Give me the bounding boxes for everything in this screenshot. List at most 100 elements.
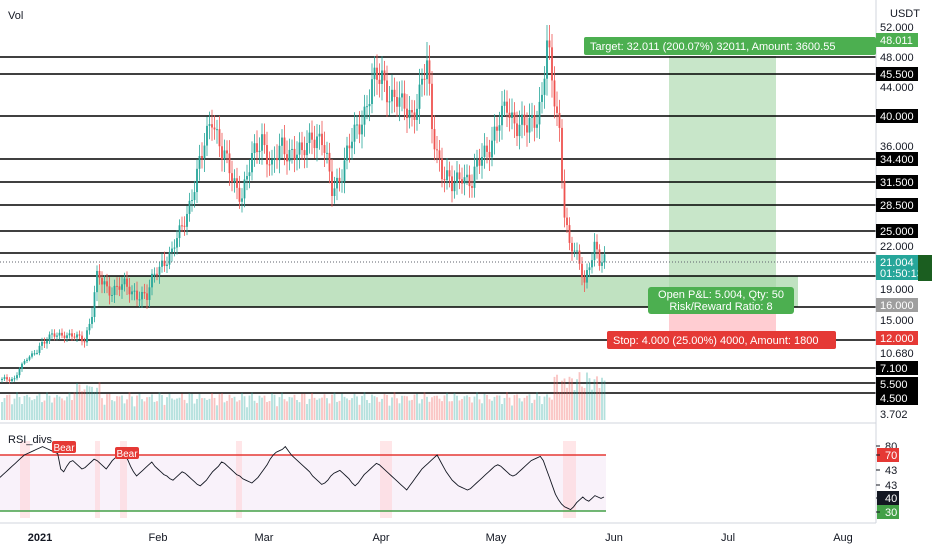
price-tag-stop: 12.000 [880,333,914,345]
pnl-label-box[interactable]: Open P&L: 5.004, Qty: 50 Risk/Reward Rat… [648,287,794,314]
price-tag [876,198,918,212]
month-label: Jul [721,532,735,544]
candle-body [316,136,318,149]
volume-bar [508,397,511,420]
price-tag-low_vol: 3.702 [880,409,908,421]
price-tag-target: 48.011 [880,35,913,47]
candle-body [101,277,103,285]
candle-body [336,177,338,189]
volume-bar [111,400,113,420]
candle-body [593,241,596,261]
price-tag [876,298,918,312]
candle-body [23,361,26,364]
volume-bar [368,402,371,420]
volume-bar [313,397,316,420]
risk-reward-text: Risk/Reward Ratio: 8 [669,301,772,313]
volume-bar [256,402,258,420]
candle-body [523,114,526,126]
month-label: Jun [605,532,623,544]
candle-body [591,260,593,268]
candle-body [351,141,353,149]
price-tag-entry: 16.000 [880,300,914,312]
volume-bar [276,406,278,420]
candle-body [181,225,183,227]
candle-body [413,112,416,120]
time-axis[interactable]: 2021 Feb Mar Apr May Jun Jul Aug [28,532,853,544]
candle-body [346,145,348,161]
volume-bar [358,404,361,420]
candle-body [431,83,433,130]
candle-body [446,170,448,181]
volume-bar [8,394,11,420]
candle-body [466,174,468,178]
candle-body [46,340,48,344]
volume-bar [41,402,43,420]
volume-bar [308,398,311,420]
candle-body [66,335,68,338]
candle-body [53,333,56,337]
price-axis[interactable]: 52.000 48.000 44.000 36.000 10.680 48.011 45.5… [876,22,932,421]
divergence-highlight [380,441,392,518]
volume-bar [208,398,211,420]
candle-body [556,106,558,113]
candle-body [433,129,436,150]
candle-body [273,158,276,160]
candle-body [536,124,538,128]
stop-text: Stop: 4.000 (25.00%) 4000, Amount: 1800 [613,335,818,347]
volume-bar [328,403,331,420]
candle-body [498,125,501,131]
volume-bar [286,401,288,420]
volume-bar [403,395,406,420]
volume-bar [201,398,203,420]
volume-bar [63,400,66,420]
volume-bar [21,404,23,420]
candle-body [451,176,453,192]
volume-bar [326,398,328,420]
price-tag-level_28: 28.500 [880,200,914,212]
volume-bar [478,399,481,420]
candle-body [183,225,186,227]
candle-body [16,375,18,379]
candle-body [3,377,6,379]
volume-bar [156,401,158,420]
volume-bar [131,396,133,420]
currency-label[interactable]: USDT [890,8,920,20]
bear-divergence-label[interactable]: Bear [115,447,139,460]
candle-body [283,137,286,155]
price-tag-level_4: 4.500 [880,393,908,405]
stop-label-box[interactable]: Stop: 4.000 (25.00%) 4000, Amount: 1800 [607,331,836,349]
candle-body [153,273,156,275]
volume-bar [101,398,103,420]
volume-bar [471,402,473,420]
volume-bar [343,396,346,420]
rsi-axis-tag [877,505,899,519]
volume-bar [303,393,306,420]
price-tag-tab [918,255,932,281]
volume-bar [401,395,403,420]
candle-body [151,273,153,288]
volume-bar [138,393,141,420]
volume-bar [186,403,188,420]
candle-body [301,142,303,151]
volume-bar [456,395,458,420]
target-label-box[interactable]: Target: 32.011 (200.07%) 32011, Amount: … [584,37,876,55]
candle-body [496,126,498,131]
candle-body [163,260,166,267]
volume-bar [323,394,326,420]
volume-bar [273,394,276,420]
candle-body [61,332,63,336]
volume-bar [411,399,413,420]
month-label: Apr [372,532,389,544]
volume-bar [396,398,398,420]
candle-body [141,291,143,300]
candle-body [148,287,151,300]
candle-body [303,150,306,156]
volume-bar [493,396,496,420]
volume-bar [28,397,31,420]
candle-body [463,177,466,184]
candle-body [1,378,3,381]
volume-bar [103,404,106,420]
candle-body [131,291,133,295]
bear-divergence-label[interactable]: Bear [52,441,76,454]
